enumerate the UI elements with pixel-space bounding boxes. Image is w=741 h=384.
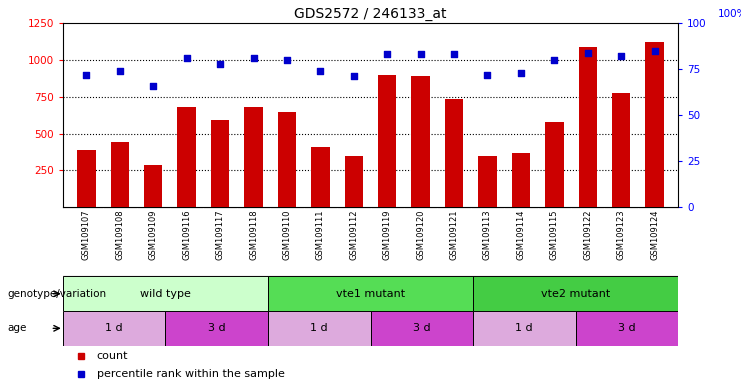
Point [281, 57, 293, 63]
Bar [473, 311, 576, 346]
Text: age: age [7, 323, 27, 333]
Text: GSM109114: GSM109114 [516, 209, 525, 260]
Bar [268, 311, 370, 346]
Text: GSM109123: GSM109123 [617, 209, 625, 260]
Text: count: count [97, 351, 128, 361]
Text: 1 d: 1 d [310, 323, 328, 333]
Point [114, 68, 126, 74]
Text: GSM109108: GSM109108 [116, 209, 124, 260]
Bar [63, 311, 165, 346]
Text: GSM109119: GSM109119 [382, 209, 392, 260]
Text: genotype/variation: genotype/variation [7, 289, 107, 299]
Bar [545, 122, 564, 207]
Text: 100%: 100% [718, 9, 741, 19]
Text: GSM109110: GSM109110 [282, 209, 291, 260]
Text: GSM109112: GSM109112 [349, 209, 359, 260]
Point [515, 70, 527, 76]
Bar [77, 150, 96, 207]
Text: 1 d: 1 d [105, 323, 123, 333]
Point [648, 48, 660, 54]
Text: GSM109116: GSM109116 [182, 209, 191, 260]
Bar [63, 276, 268, 311]
Bar [211, 120, 229, 207]
Bar [478, 156, 496, 207]
Bar [370, 311, 473, 346]
Text: GSM109124: GSM109124 [650, 209, 659, 260]
Text: GSM109122: GSM109122 [583, 209, 592, 260]
Bar [278, 111, 296, 207]
Text: 1 d: 1 d [516, 323, 533, 333]
Bar [576, 311, 678, 346]
Point [81, 71, 93, 78]
Text: GSM109117: GSM109117 [216, 209, 225, 260]
Point [147, 83, 159, 89]
Bar [245, 107, 263, 207]
Text: percentile rank within the sample: percentile rank within the sample [97, 369, 285, 379]
Bar [579, 46, 597, 207]
Bar [411, 76, 430, 207]
Text: GSM109109: GSM109109 [149, 209, 158, 260]
Text: GSM109120: GSM109120 [416, 209, 425, 260]
Bar [311, 147, 330, 207]
Bar [645, 42, 664, 207]
Point [314, 68, 326, 74]
Text: 3 d: 3 d [413, 323, 431, 333]
Point [548, 57, 560, 63]
Point [415, 51, 427, 58]
Bar [473, 276, 678, 311]
Point [348, 73, 359, 79]
Text: 3 d: 3 d [618, 323, 636, 333]
Point [482, 71, 494, 78]
Text: GSM109113: GSM109113 [483, 209, 492, 260]
Bar [612, 93, 631, 207]
Point [214, 61, 226, 67]
Bar [165, 311, 268, 346]
Bar [110, 142, 129, 207]
Bar [144, 165, 162, 207]
Text: GSM109107: GSM109107 [82, 209, 91, 260]
Bar [512, 153, 530, 207]
Text: wild type: wild type [140, 289, 191, 299]
Bar [268, 276, 473, 311]
Bar [378, 74, 396, 207]
Text: vte2 mutant: vte2 mutant [541, 289, 610, 299]
Text: 3 d: 3 d [208, 323, 225, 333]
Point [382, 51, 393, 58]
Point [582, 50, 594, 56]
Text: GSM109111: GSM109111 [316, 209, 325, 260]
Text: GSM109121: GSM109121 [450, 209, 459, 260]
Bar [445, 99, 463, 207]
Point [615, 53, 627, 59]
Point [247, 55, 259, 61]
Point [448, 51, 460, 58]
Text: GSM109115: GSM109115 [550, 209, 559, 260]
Point [181, 55, 193, 61]
Text: GSM109118: GSM109118 [249, 209, 258, 260]
Text: vte1 mutant: vte1 mutant [336, 289, 405, 299]
Title: GDS2572 / 246133_at: GDS2572 / 246133_at [294, 7, 447, 21]
Bar [345, 156, 363, 207]
Bar [177, 107, 196, 207]
